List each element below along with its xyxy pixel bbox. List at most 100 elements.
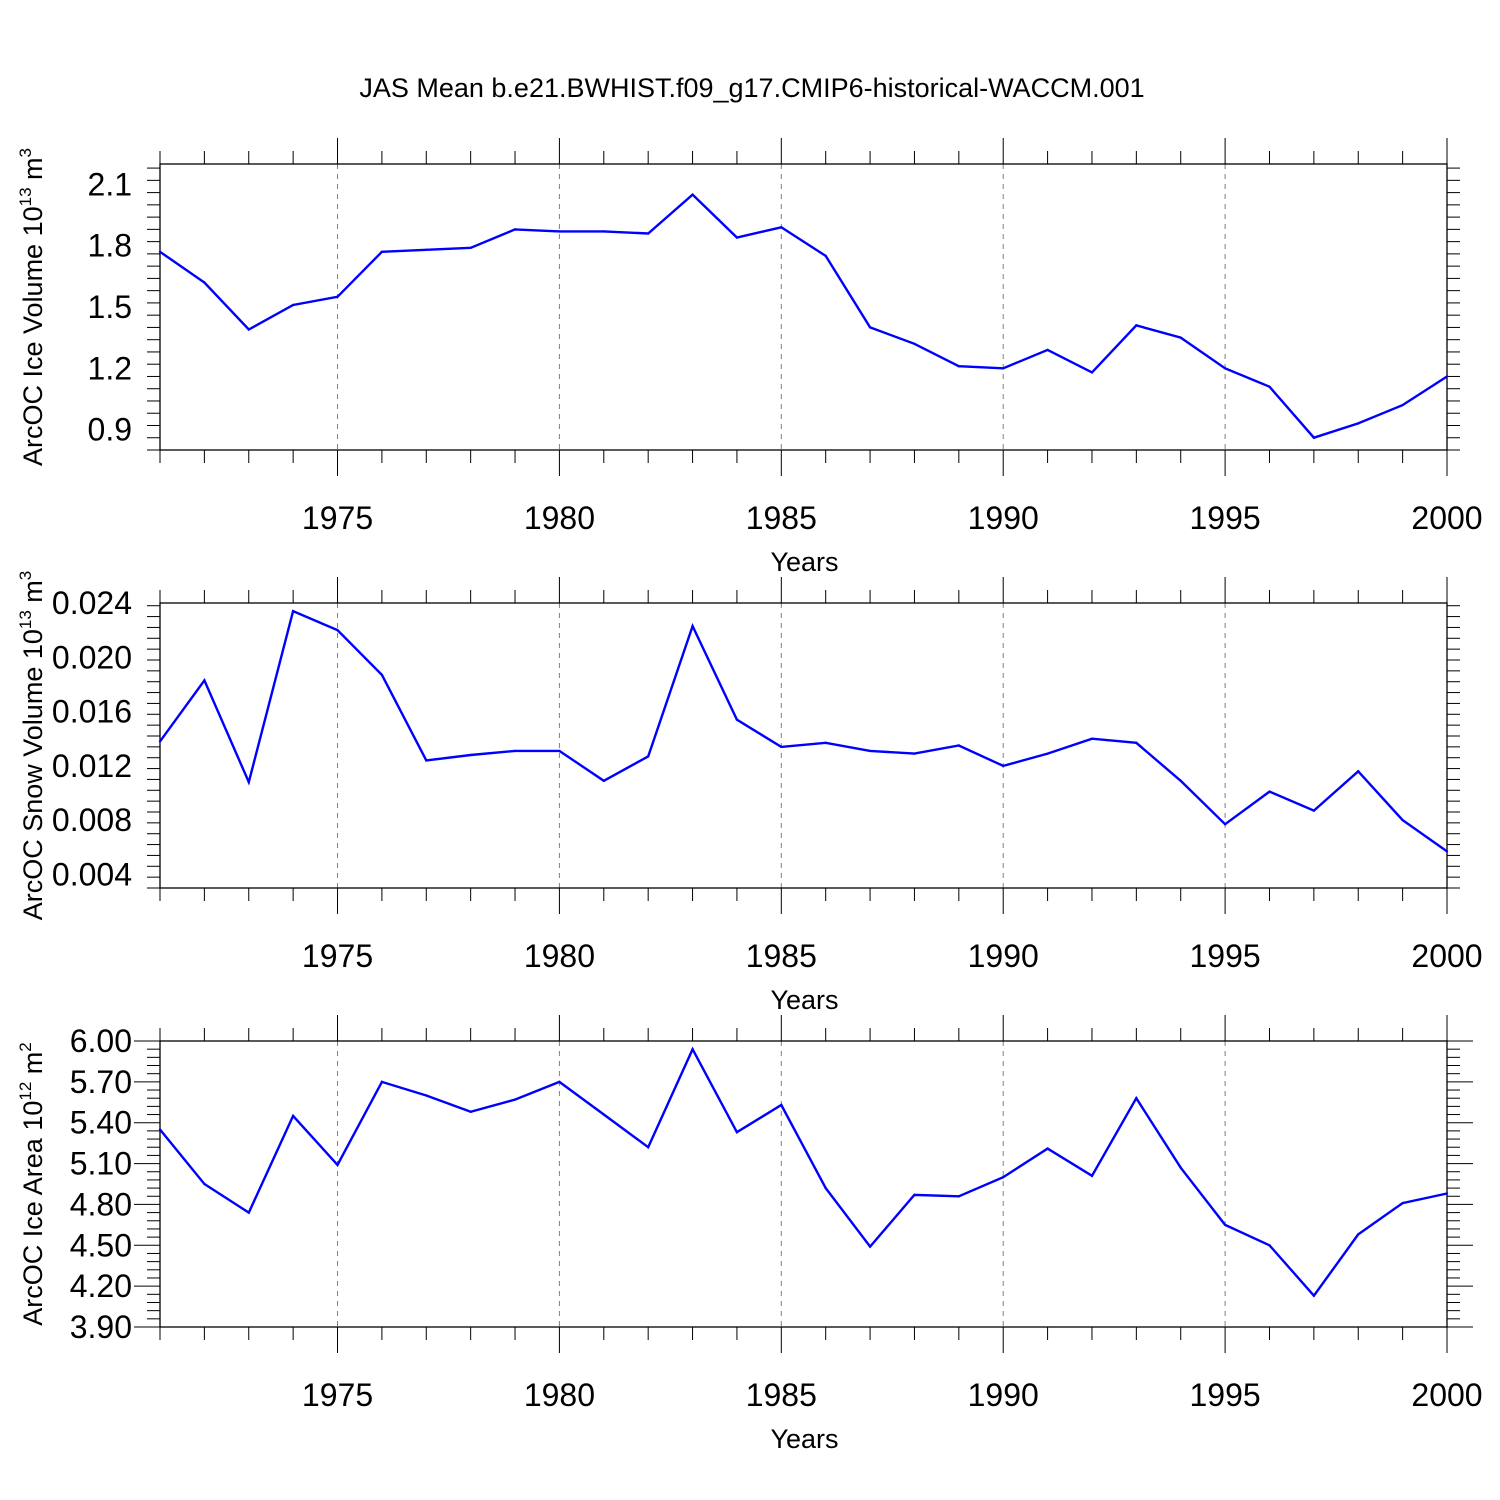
data-point-1979 [513,228,517,231]
data-point-1976 [380,1080,384,1084]
x-tick-label-1995: 1995 [1190,1377,1261,1413]
y-tick-label-0.024: 0.024 [52,585,132,621]
x-tick-label-1985: 1985 [746,500,817,536]
y-axis-label: ArcOC Ice Area 1012 m2 [16,1042,48,1326]
data-point-1995 [1223,823,1227,826]
panels: 1975 1980 1985 1990 1995 2000 Years 0.9 1.2 1.5 1.… [16,138,1483,1454]
x-tick-label-1990: 1990 [968,938,1039,974]
data-point-1982 [646,232,650,235]
data-point-1996 [1268,790,1271,793]
y-tick-label-6.00: 6.00 [70,1023,132,1059]
data-point-1999 [1401,1201,1404,1205]
data-point-1993 [1135,741,1138,744]
data-point-1984 [735,1131,739,1134]
data-point-1997 [1312,436,1316,439]
data-point-1995 [1223,1223,1227,1227]
y-axis-label: ArcOC Ice Volume 1013 m3 [16,148,48,466]
y-axis-label-text: ArcOC Snow Volume 10 [18,629,48,920]
data-point-1994 [1179,336,1182,339]
data-point-1981 [602,779,605,782]
data-point-1986 [824,254,827,258]
data-point-1978 [469,753,472,757]
data-point-2000 [1445,375,1449,378]
data-point-1996 [1268,385,1271,388]
data-point-1981 [602,230,605,233]
y-axis-label-unit-exponent: 2 [16,1042,35,1051]
data-point-1986 [824,1186,827,1190]
y-tick-label-1.5: 1.5 [88,289,132,325]
data-point-1971 [158,250,162,254]
x-tick-label-1995: 1995 [1190,938,1261,974]
x-tick-label-1985: 1985 [746,1377,817,1413]
y-axis-label-unit-exponent: 3 [16,571,35,580]
data-point-1991 [1046,752,1049,755]
data-point-1990 [1002,764,1005,768]
x-tick-label-1975: 1975 [302,1377,373,1413]
x-tick-label-1980: 1980 [524,500,595,536]
data-point-1984 [735,236,739,239]
y-tick-label-3.90: 3.90 [70,1309,132,1345]
data-point-1994 [1179,1166,1182,1169]
data-point-1998 [1357,1233,1360,1236]
data-point-1977 [425,1094,428,1097]
y-tick-label-0.020: 0.020 [52,639,132,675]
y-tick-label-5.10: 5.10 [70,1146,132,1182]
x-tick-label-2000: 2000 [1411,1377,1482,1413]
y-tick-label-0.008: 0.008 [52,802,132,838]
data-point-1986 [824,741,827,744]
y-tick-label-0.004: 0.004 [52,856,132,892]
panel-2: 1975 1980 1985 1990 1995 2000 Years 0.004 0.008 0… [16,571,1483,1015]
y-tick-label-1.2: 1.2 [88,350,132,386]
y-axis-label-unit: m [18,580,48,610]
data-point-1999 [1401,403,1404,407]
x-tick-label-1980: 1980 [524,1377,595,1413]
x-tick-label-1975: 1975 [302,500,373,536]
x-axis-label: Years [770,547,838,577]
data-point-1978 [469,1110,472,1114]
data-point-1989 [957,365,961,368]
data-point-1984 [735,718,739,721]
data-point-1980 [558,230,561,233]
data-point-1971 [158,1128,162,1131]
y-tick-label-0.012: 0.012 [52,748,132,784]
data-point-1991 [1046,348,1049,352]
y-axis-label-text: ArcOC Ice Area 10 [18,1101,48,1326]
x-tick-label-1990: 1990 [968,1377,1039,1413]
data-point-1981 [602,1113,605,1116]
plot-frame [159,602,1448,889]
data-point-1978 [469,246,472,249]
data-point-1988 [913,342,916,345]
data-point-1982 [646,1146,650,1149]
data-point-1998 [1357,770,1360,773]
data-point-1980 [558,1080,561,1084]
data-point-1987 [868,1245,872,1248]
series-line-1 [159,192,1448,440]
data-point-2000 [1445,1192,1449,1195]
data-point-1983 [691,193,694,196]
data-point-1997 [1312,809,1316,812]
data-point-1994 [1179,779,1182,782]
data-point-1983 [691,624,694,628]
data-point-1982 [646,755,650,758]
data-point-1990 [1002,1175,1005,1179]
data-point-1998 [1357,422,1360,425]
data-point-1980 [558,749,561,753]
y-tick-label-5.70: 5.70 [70,1064,132,1100]
y-tick-label-1.8: 1.8 [88,228,132,264]
data-point-1985 [780,226,783,229]
data-point-1971 [158,740,162,743]
data-point-1972 [203,1182,206,1186]
y-tick-label-5.40: 5.40 [70,1105,132,1141]
data-point-1974 [291,1114,295,1118]
data-point-1972 [203,679,206,682]
y-tick-label-0.9: 0.9 [88,412,132,448]
data-point-1990 [1002,367,1005,370]
y-axis-label-unit-exponent: 3 [16,148,35,157]
data-point-1992 [1090,371,1094,374]
data-point-1973 [247,328,250,331]
x-tick-label-1990: 1990 [968,500,1039,536]
data-point-2000 [1445,850,1449,853]
y-tick-label-2.1: 2.1 [88,166,132,202]
y-axis-label-exponent: 12 [16,1082,35,1101]
